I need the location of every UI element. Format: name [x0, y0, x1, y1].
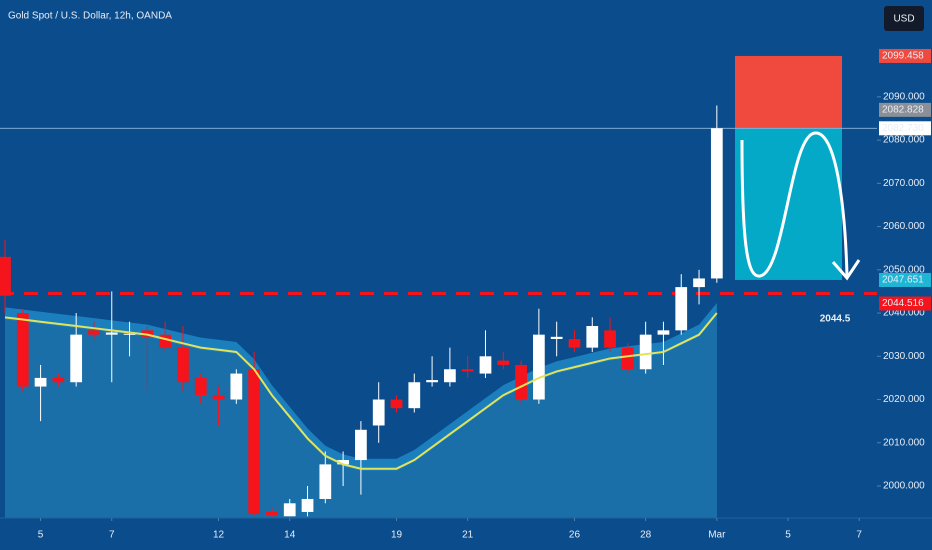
chart-title: Gold Spot / U.S. Dollar, 12h, OANDA	[8, 11, 172, 22]
candle-body	[266, 511, 278, 516]
y-tick-label: 2080.000	[883, 135, 925, 146]
y-tick-label: 2050.000	[883, 264, 925, 275]
candle-body	[497, 360, 510, 365]
candle-body	[194, 377, 207, 396]
candle-body	[710, 128, 723, 279]
forecast-arrow	[740, 131, 849, 278]
candle-body	[34, 377, 47, 387]
price-label: 2082.730	[882, 123, 924, 134]
x-tick-label: 5	[38, 530, 44, 541]
candle-body	[105, 332, 118, 335]
x-tick-label: 14	[284, 530, 296, 541]
currency-button[interactable]	[884, 6, 924, 31]
price-label-box	[879, 296, 931, 311]
candle-body	[123, 333, 136, 335]
candle-body	[657, 330, 670, 335]
candle-body	[70, 334, 83, 383]
candle-body	[52, 377, 65, 383]
candle-body	[319, 464, 332, 499]
candle-body	[586, 326, 599, 348]
stop-zone	[735, 55, 842, 129]
candle-body	[372, 399, 385, 426]
candle-body	[230, 373, 243, 400]
candle-body	[177, 347, 189, 383]
price-label-box	[879, 102, 931, 117]
x-tick-label: 26	[569, 530, 581, 541]
candle-body	[621, 347, 634, 370]
candle-body	[568, 338, 581, 348]
candle-body	[604, 330, 616, 348]
annotation: 2044.5	[820, 314, 851, 325]
price-label-box	[879, 121, 931, 136]
price-label: 2044.516	[882, 298, 924, 309]
candle-body	[479, 356, 492, 374]
candle-body	[141, 330, 154, 337]
currency-label[interactable]: USD	[893, 14, 914, 25]
x-tick-label: 7	[856, 530, 862, 541]
candle-body	[301, 498, 314, 512]
y-tick-label: 2060.000	[883, 221, 925, 232]
x-tick-label: 28	[640, 530, 652, 541]
candle-body	[337, 460, 349, 465]
candle-body	[283, 503, 296, 517]
y-tick-label: 2040.000	[883, 308, 925, 319]
ma-line	[4, 312, 718, 470]
y-tick-label: 2020.000	[883, 394, 925, 405]
y-tick-label: 2090.000	[883, 91, 925, 102]
y-tick-label: 2030.000	[883, 351, 925, 362]
x-tick-label: Mar	[708, 530, 726, 541]
candle-body	[550, 336, 563, 339]
y-tick-label: 2070.000	[883, 178, 925, 189]
y-tick-label: 2010.000	[883, 437, 925, 448]
y-tick-label: 2000.000	[883, 481, 925, 492]
candle-body	[159, 334, 172, 348]
plot-area	[0, 55, 877, 518]
x-tick-label: 19	[391, 530, 403, 541]
candle-body	[444, 369, 456, 383]
candle-body	[0, 256, 11, 296]
candle-body	[16, 313, 29, 387]
x-tick-label: 5	[785, 530, 791, 541]
forecast-arrowhead	[831, 259, 861, 281]
candle-body	[88, 330, 100, 335]
candle-body	[639, 334, 652, 370]
x-tick-label: 21	[462, 530, 474, 541]
candle-body	[248, 369, 261, 515]
x-tick-label: 12	[213, 530, 225, 541]
candle-body	[426, 380, 438, 383]
candle-body	[212, 395, 225, 400]
price-label: 2047.651	[882, 275, 924, 286]
x-tick-label: 7	[109, 530, 115, 541]
candle-body	[390, 399, 403, 409]
candle-body	[532, 334, 545, 400]
candle-body	[461, 369, 474, 372]
candle-body	[408, 382, 421, 409]
candle-body	[515, 364, 527, 400]
price-label: 2099.458	[882, 51, 924, 62]
price-label-box	[879, 272, 931, 287]
candle-body	[355, 429, 367, 461]
price-label: 2082.828	[882, 105, 924, 116]
candle-body	[693, 278, 705, 288]
candle-body	[675, 287, 688, 331]
price-label-box	[879, 48, 931, 63]
